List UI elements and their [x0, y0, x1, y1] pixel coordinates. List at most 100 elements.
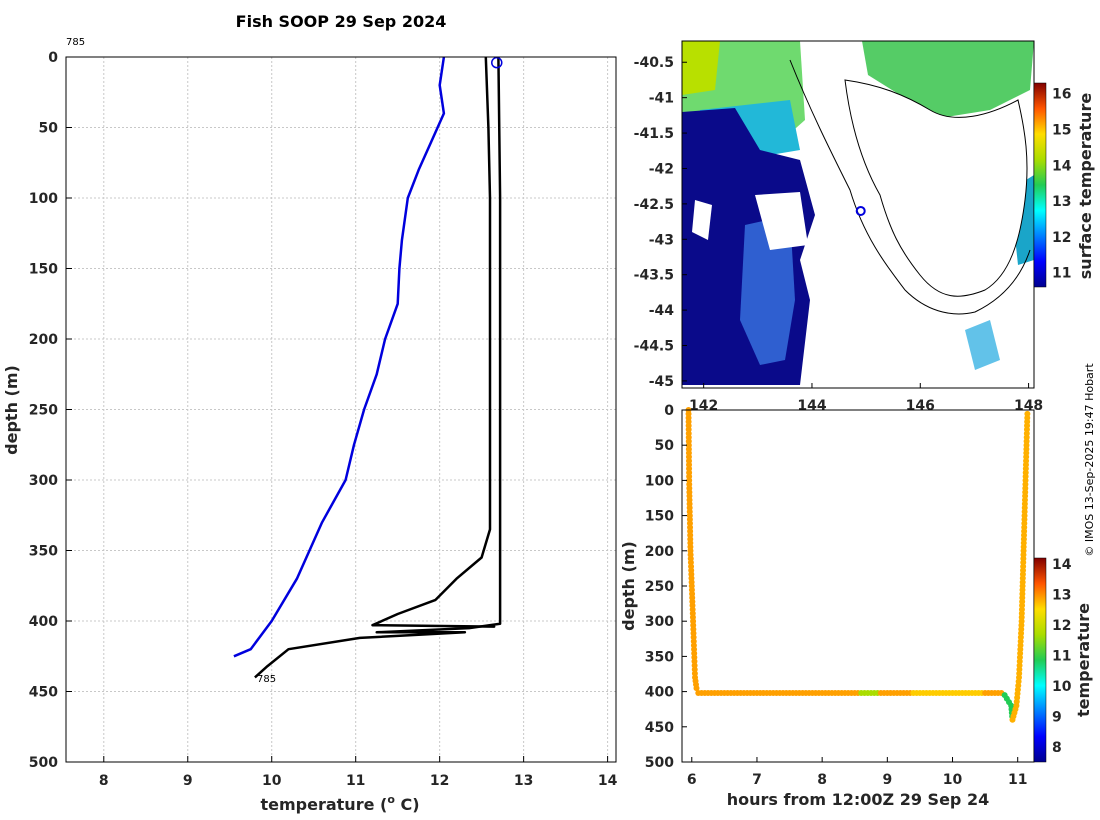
profile-y-tick-label: 150 — [29, 262, 58, 278]
track-colorbar-tick-label: 13 — [1052, 588, 1071, 604]
track-colorbar-ticks: 8 9 10 11 12 13 14 — [1052, 557, 1072, 756]
profile-x-tick-label: 14 — [598, 773, 618, 789]
profile-x-tick-label: 11 — [346, 773, 365, 789]
track-colorbar-label: temperature — [1074, 603, 1093, 717]
profile-x-tick-label: 12 — [430, 773, 449, 789]
track-y-tick-label: 0 — [664, 403, 674, 419]
track-colorbar-tick-label: 10 — [1052, 679, 1072, 695]
track-x-axis-label: hours from 12:00Z 29 Sep 24 — [727, 790, 989, 809]
map-y-tick-label: -41 — [649, 91, 674, 107]
map-y-tick-label: -41.5 — [634, 126, 674, 142]
map-y-tick-label: -44 — [649, 303, 675, 319]
figure-title: Fish SOOP 29 Sep 2024 — [236, 12, 447, 31]
map-colorbar-label: surface temperature — [1076, 93, 1095, 280]
track-colorbar-tick-label: 12 — [1052, 618, 1071, 634]
profile-x-ticks: 8 9 10 11 12 13 14 — [99, 756, 618, 789]
map-colorbar-tick-label: 12 — [1052, 230, 1071, 246]
profile-x-axis-label: temperature (o C) — [260, 793, 419, 814]
profile-y-axis-label: depth (m) — [2, 365, 21, 455]
track-colorbar-tick-label: 14 — [1052, 557, 1072, 573]
map-y-tick-label: -42 — [649, 161, 674, 177]
track-x-tick-label: 8 — [817, 772, 827, 788]
profile-series-climatology — [233, 56, 446, 658]
warm-water-patch-north — [862, 41, 1034, 118]
track-y-tick-label: 500 — [645, 755, 674, 771]
map-y-tick-label: -45 — [649, 374, 674, 390]
track-x-tick-label: 7 — [752, 772, 762, 788]
profile-y-tick-label: 400 — [29, 614, 58, 630]
track-plot: 6 7 8 9 10 11 050100150200250300350400450500 … — [619, 403, 1093, 809]
cloud-gap-1 — [692, 200, 712, 240]
map-colorbar — [1033, 82, 1047, 288]
track-series — [685, 407, 1031, 723]
east-coast-patch — [965, 320, 1000, 370]
map-x-tick-label: 146 — [906, 398, 935, 414]
cool-water-streak — [740, 215, 795, 365]
track-ascent-point — [1024, 410, 1031, 417]
profile-y-tick-label: 350 — [29, 544, 58, 560]
track-y-tick-label: 400 — [645, 685, 674, 701]
map-colorbar-tick-label: 16 — [1052, 87, 1071, 103]
map-y-tick-label: -43.5 — [634, 268, 674, 284]
track-y-tick-label: 200 — [645, 544, 674, 560]
track-descent-point — [693, 685, 700, 692]
map-colorbar-tick-label: 11 — [1052, 266, 1071, 282]
track-y-tick-label: 250 — [645, 579, 674, 595]
track-x-tick-label: 11 — [1008, 772, 1027, 788]
map-colorbar-tick-label: 15 — [1052, 123, 1071, 139]
track-y-tick-label: 50 — [655, 438, 675, 454]
track-y-ticks: 0 50 100 150 200 250 300 350 400 450 500 — [645, 403, 687, 771]
profile-y-tick-label: 50 — [39, 121, 59, 137]
shelf-contour — [789, 59, 1031, 315]
map-colorbar-ticks: 11 12 13 14 15 16 — [1052, 87, 1072, 282]
map-y-tick-label: -40.5 — [634, 55, 674, 71]
track-y-tick-label: 150 — [645, 509, 674, 525]
track-y-axis-label: depth (m) — [619, 541, 638, 631]
profile-start-marker — [491, 56, 503, 69]
track-colorbar-tick-label: 8 — [1052, 740, 1062, 756]
track-y-tick-label: 100 — [645, 473, 674, 489]
map-colorbar-tick-label: 14 — [1052, 158, 1072, 174]
tasmania-coastline — [844, 79, 1028, 297]
profile-grid — [66, 56, 616, 763]
profile-y-tick-label: 100 — [29, 191, 58, 207]
profile-y-tick-label: 300 — [29, 473, 58, 489]
track-x-ticks: 6 7 8 9 10 11 — [687, 757, 1027, 788]
map-y-tick-label: -43 — [649, 232, 674, 248]
map-x-tick-label: 142 — [689, 398, 718, 414]
profile-plot: 8 9 10 11 12 13 14 0 50 100 150 200 250 300 350 400 450… — [2, 37, 618, 814]
profile-y-tick-label: 0 — [48, 50, 58, 66]
warmer-water-patch — [682, 41, 720, 95]
profile-series — [233, 56, 503, 679]
profile-x-tick-label: 13 — [514, 773, 533, 789]
map-field — [682, 41, 1034, 388]
profile-x-tick-label: 10 — [262, 773, 282, 789]
map-plot: 142 144 146 148 -40.5-41-41.5-42-42.5-43-43… — [634, 40, 1095, 414]
profile-plot-area — [66, 57, 616, 762]
profile-series-down-cast — [371, 56, 496, 628]
ship-location-marker — [855, 205, 866, 216]
track-colorbar-tick-label: 11 — [1052, 648, 1071, 664]
track-y-tick-label: 450 — [645, 720, 674, 736]
map-y-tick-label: -42.5 — [634, 197, 674, 213]
profile-end-label: 785 — [257, 674, 276, 685]
profile-y-tick-label: 450 — [29, 685, 58, 701]
track-x-tick-label: 10 — [943, 772, 963, 788]
map-y-ticks: -40.5 -41 -41.5 -42 -42.5 -43 -43.5 -44 -44.5 -45 — [634, 55, 687, 390]
profile-y-ticks: 0 50 100 150 200 250 300 350 400 450 500 — [29, 50, 72, 771]
track-x-tick-label: 9 — [882, 772, 892, 788]
profile-x-tick-label: 9 — [183, 773, 193, 789]
map-y-tick-label: -44.5 — [634, 339, 674, 355]
profile-y-tick-label: 500 — [29, 755, 58, 771]
cloud-gap-2 — [755, 192, 808, 250]
profile-y-tick-label: 250 — [29, 403, 58, 419]
profile-y-tick-label: 200 — [29, 332, 58, 348]
track-x-tick-label: 6 — [687, 772, 697, 788]
track-colorbar-tick-label: 9 — [1052, 709, 1062, 725]
track-colorbar — [1033, 557, 1047, 763]
track-plot-frame — [681, 409, 1035, 763]
profile-x-tick-label: 8 — [99, 773, 109, 789]
track-y-tick-label: 300 — [645, 614, 674, 630]
map-colorbar-tick-label: 13 — [1052, 194, 1071, 210]
